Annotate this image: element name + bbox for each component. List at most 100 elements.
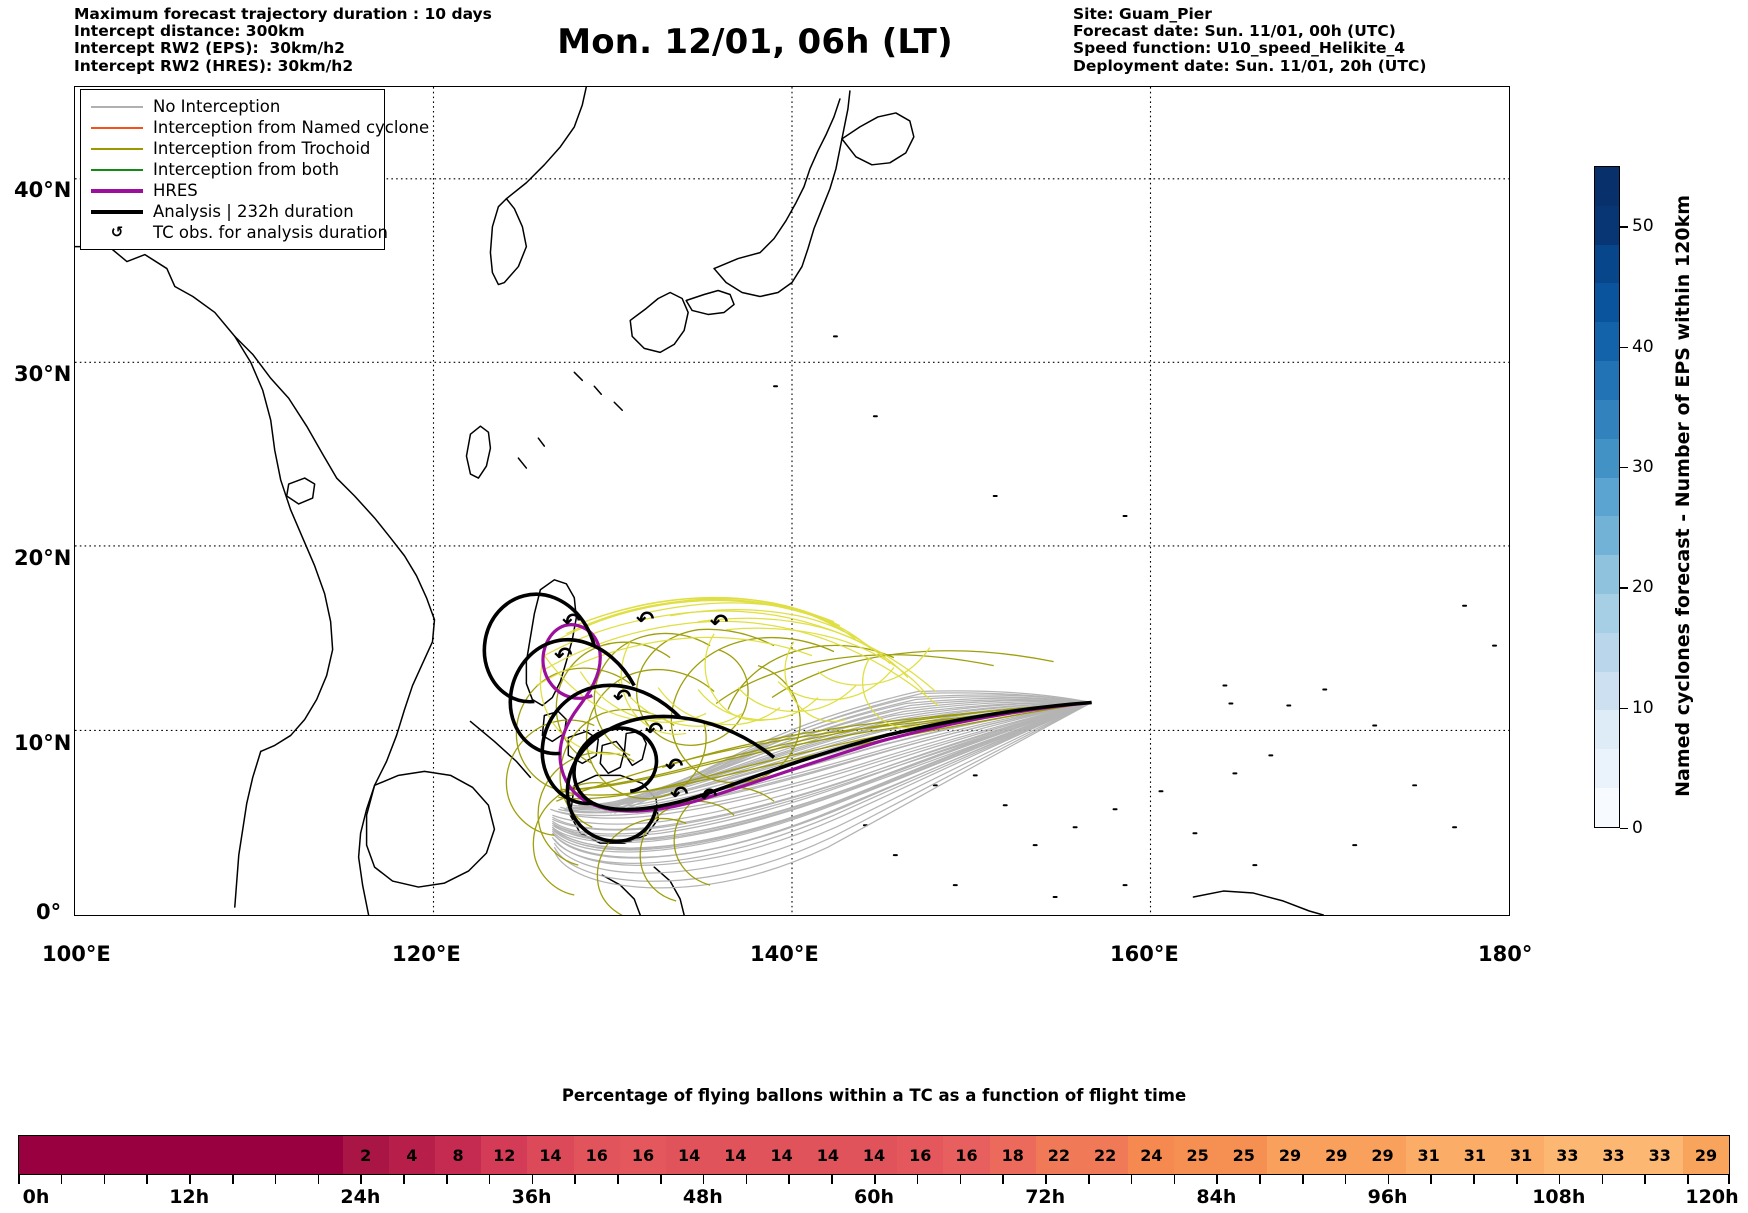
x-tick-140e: 140°E [750, 942, 819, 966]
percentage-cell: 16 [897, 1136, 944, 1174]
legend-label: Interception from both [153, 160, 340, 179]
colorbar-segment [1595, 710, 1619, 750]
colorbar-tick-label: 30 [1632, 456, 1654, 477]
time-tick-label: 48h [682, 1186, 723, 1208]
time-tick [232, 1175, 234, 1184]
legend-swatch [91, 126, 143, 129]
legend-item-2[interactable]: Interception from Trochoid [87, 138, 376, 159]
trajectories-trochoid-north [536, 596, 939, 755]
x-tick-100e: 100°E [42, 942, 111, 966]
percentage-bar[interactable]: 2 4 8 12 14 16 16 14 14 14 14 14 16 16 18 22 22 24 25 25 29 2… [18, 1135, 1730, 1175]
colorbar[interactable]: 0 10 20 30 40 50 [1594, 166, 1654, 838]
time-tick [1045, 1175, 1047, 1184]
time-tick [1601, 1175, 1604, 1184]
percentage-cell: 22 [1035, 1136, 1083, 1174]
time-tick [1558, 1175, 1561, 1184]
percentage-cell [203, 1136, 251, 1174]
time-tick [103, 1175, 106, 1184]
header-left-info: Maximum forecast trajectory duration : 1… [74, 5, 492, 75]
colorbar-gradient [1594, 166, 1620, 828]
x-tick-180: 180° [1478, 942, 1533, 966]
percentage-cell: 14 [527, 1136, 574, 1174]
colorbar-segment [1595, 205, 1619, 245]
time-tick [403, 1175, 405, 1184]
legend-item-1[interactable]: Interception from Named cyclone [87, 117, 429, 138]
time-tick [360, 1175, 362, 1184]
colorbar-tick [1620, 466, 1628, 469]
colorbar-segment [1595, 244, 1619, 284]
time-tick [1088, 1175, 1090, 1184]
time-tick-label: 96h [1367, 1186, 1408, 1208]
colorbar-segment [1595, 438, 1619, 478]
colorbar-segment [1595, 477, 1619, 517]
svg-text:↶: ↶ [613, 686, 631, 711]
time-tick [488, 1175, 491, 1184]
legend-swatch [91, 105, 143, 108]
colorbar-title: Named cyclones forecast - Number of EPS … [1672, 195, 1694, 797]
percentage-cell: 33 [1636, 1136, 1683, 1174]
legend-item-3[interactable]: Interception from both [87, 159, 376, 180]
time-tick [1430, 1175, 1432, 1184]
time-tick [1173, 1175, 1176, 1184]
legend-swatch [91, 168, 143, 171]
colorbar-tick [1620, 346, 1628, 348]
time-tick [1216, 1175, 1218, 1184]
time-tick [702, 1175, 705, 1184]
percentage-cell: 24 [1128, 1136, 1175, 1174]
percentage-cell: 29 [1266, 1136, 1314, 1174]
colorbar-segment [1595, 283, 1619, 323]
percentage-cell: 4 [388, 1136, 435, 1174]
time-tick [959, 1175, 962, 1184]
time-tick [274, 1175, 277, 1184]
legend-item-5[interactable]: Analysis | 232h duration [87, 201, 376, 222]
percentage-cell: 16 [943, 1136, 990, 1174]
legend-item-0[interactable]: No Interception [87, 96, 376, 117]
legend-label: HRES [153, 181, 198, 200]
time-tick [446, 1175, 448, 1184]
legend-label: Interception from Trochoid [153, 139, 371, 158]
legend-item-4[interactable]: HRES [87, 180, 376, 201]
time-tick [317, 1175, 320, 1184]
percentage-cell [296, 1136, 343, 1174]
percentage-cell: 16 [619, 1136, 667, 1174]
time-tick [1002, 1175, 1004, 1184]
time-tick-label: 24h [340, 1186, 381, 1208]
colorbar-tick-label: 40 [1632, 336, 1654, 357]
colorbar-segment [1595, 555, 1619, 594]
percentage-cell [19, 1136, 66, 1174]
svg-text:↶: ↶ [670, 782, 688, 807]
colorbar-segment [1595, 593, 1619, 633]
header-right-info: Site: Guam_Pier Forecast date: Sun. 11/0… [1073, 5, 1427, 75]
svg-text:↶: ↶ [645, 718, 663, 743]
colorbar-segment [1595, 632, 1619, 672]
time-tick [18, 1175, 20, 1184]
time-tick [916, 1175, 919, 1184]
time-tick [660, 1175, 662, 1184]
map-legend[interactable]: No Interception Interception from Named c… [80, 89, 429, 250]
percentage-cell: 14 [666, 1136, 713, 1174]
svg-text:↶: ↶ [562, 610, 580, 635]
percentage-cell: 33 [1590, 1136, 1637, 1174]
colorbar-segment [1595, 167, 1619, 206]
time-tick-label: 84h [1196, 1186, 1237, 1208]
time-tick-label: 60h [854, 1186, 894, 1208]
time-tick [1728, 1175, 1730, 1184]
time-tick [1130, 1175, 1133, 1184]
percentage-cell: 18 [989, 1136, 1036, 1174]
time-tick [1516, 1175, 1518, 1184]
percentage-cell [157, 1136, 204, 1174]
legend-swatch [91, 147, 143, 150]
percentage-cell: 14 [758, 1136, 805, 1174]
time-tick [831, 1175, 833, 1184]
y-tick-40: 40°N [14, 178, 72, 202]
trajectory-analysis [482, 592, 1092, 844]
colorbar-tick-label: 20 [1632, 577, 1654, 598]
colorbar-tick [1620, 707, 1628, 710]
time-tick [1344, 1175, 1347, 1184]
map-canvas: ↶ ↶ ↶ ↶ ↶ ↶ ↶ ↶ ↶ [75, 87, 1509, 915]
percentage-bar-caption: Percentage of flying ballons within a TC… [561, 1086, 1187, 1105]
legend-item-6[interactable]: ↺ TC obs. for analysis duration [87, 222, 388, 243]
colorbar-segment [1595, 399, 1619, 439]
percentage-cell: 25 [1174, 1136, 1221, 1174]
colorbar-segment [1595, 322, 1619, 362]
